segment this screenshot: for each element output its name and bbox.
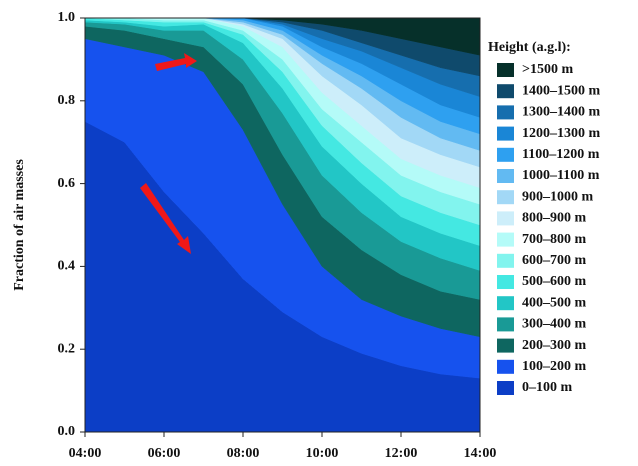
y-tick-label: 0.4 [58, 259, 76, 274]
legend-swatch [497, 169, 514, 183]
legend-label: 700–800 m [522, 232, 587, 247]
legend-title: Height (a.g.l): [488, 40, 571, 55]
legend-label: 500–600 m [522, 274, 587, 289]
legend-label: 1400–1500 m [522, 83, 601, 98]
legend-label: 900–1000 m [522, 189, 594, 204]
legend-label: >1500 m [522, 62, 573, 77]
legend-swatch [497, 253, 514, 268]
x-tick-label: 10:00 [306, 446, 339, 461]
legend-label: 1100–1200 m [522, 147, 600, 162]
y-tick-label: 0.2 [58, 341, 76, 356]
x-tick-label: 14:00 [464, 446, 497, 461]
legend-label: 1300–1400 m [522, 105, 601, 120]
legend-label: 100–200 m [522, 359, 587, 374]
y-tick-label: 0.6 [58, 176, 76, 191]
legend-swatch [497, 232, 514, 247]
plot-area [84, 17, 481, 433]
legend-swatch [497, 105, 514, 120]
legend-swatch [497, 338, 514, 353]
y-tick-label: 1.0 [58, 10, 76, 25]
x-tick-label: 06:00 [148, 446, 181, 461]
y-tick-label: 0.8 [58, 93, 76, 108]
legend-swatch [497, 296, 514, 311]
x-tick-label: 12:00 [385, 446, 418, 461]
legend-label: 200–300 m [522, 338, 587, 353]
plot-frame [84, 17, 481, 433]
x-tick-label: 04:00 [69, 446, 102, 461]
legend-swatch [497, 126, 514, 141]
legend-label: 1200–1300 m [522, 126, 601, 141]
arrow [155, 53, 197, 71]
legend-swatch [497, 317, 514, 332]
legend-swatch [497, 211, 514, 226]
annotation-arrows [140, 53, 197, 254]
legend-label: 800–900 m [522, 211, 587, 226]
legend-label: 0–100 m [522, 380, 573, 395]
legend-label: 1000–1100 m [522, 168, 600, 183]
legend-label: 300–400 m [522, 317, 587, 332]
legend-swatch [497, 147, 514, 162]
arrow [140, 183, 191, 254]
legend-swatch [497, 84, 514, 99]
legend-swatch [497, 381, 514, 395]
legend-swatch [497, 275, 514, 289]
legend-label: 400–500 m [522, 295, 587, 310]
x-tick-label: 08:00 [227, 446, 260, 461]
legend-swatch [497, 63, 514, 77]
legend-swatch [497, 359, 514, 374]
y-axis-label: Fraction of air masses [12, 159, 27, 291]
legend-swatch [497, 190, 514, 205]
y-tick-label: 0.0 [58, 424, 76, 439]
legend-label: 600–700 m [522, 253, 587, 268]
